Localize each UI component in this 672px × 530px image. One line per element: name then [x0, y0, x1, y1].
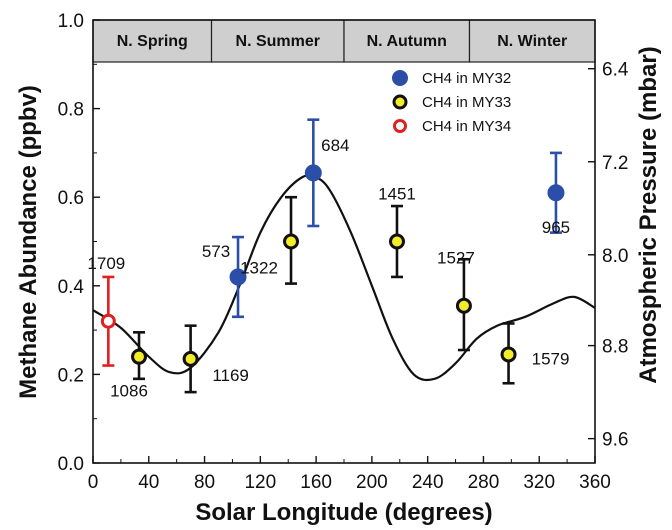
- y-tick-label: 0.0: [58, 454, 84, 475]
- x-axis-title: Solar Longitude (degrees): [195, 499, 492, 526]
- legend-label: CH4 in MY34: [422, 118, 511, 135]
- y-tick-label: 0.8: [58, 100, 84, 121]
- point-label: 573: [202, 242, 230, 261]
- plot-frame: [92, 19, 596, 464]
- point-label: 1086: [110, 382, 148, 401]
- data-point-my32: [229, 268, 247, 286]
- y-tick-label: 0.4: [58, 277, 85, 298]
- point-label: 684: [321, 136, 349, 155]
- legend-label: CH4 in MY32: [422, 70, 511, 87]
- data-point-my33: [283, 233, 300, 250]
- point-label: 1169: [212, 366, 249, 385]
- y-tick-label: 0.2: [58, 365, 84, 386]
- y-tick-label: 1.0: [58, 11, 84, 32]
- data-point-my33: [388, 233, 405, 250]
- x-tick-label: 40: [138, 472, 159, 493]
- y2-tick-label: 8.0: [602, 246, 628, 267]
- season-band: [92, 19, 213, 63]
- x-tick-label: 80: [194, 472, 215, 493]
- season-label: N. Spring: [117, 33, 188, 50]
- x-tick-label: 120: [244, 472, 276, 493]
- season-label: N. Autumn: [367, 33, 447, 50]
- data-point-my33: [131, 348, 148, 365]
- y-axis-title: Methane Abundance (ppbv): [15, 85, 42, 399]
- data-point-my32: [392, 70, 408, 86]
- data-point-my33: [182, 350, 199, 367]
- point-label: 1527: [437, 249, 475, 268]
- data-point-my33: [392, 94, 408, 110]
- y2-axis-title: Atmospheric Pressure (mbar): [635, 46, 662, 383]
- point-label: 1709: [87, 254, 125, 273]
- season-label: N. Winter: [497, 33, 567, 50]
- legend-label: CH4 in MY33: [422, 94, 511, 111]
- x-tick-label: 320: [523, 472, 555, 493]
- x-tick-label: 200: [356, 472, 388, 493]
- x-tick-label: 280: [468, 472, 500, 493]
- x-tick-label: 360: [579, 472, 611, 493]
- data-point-my32: [547, 184, 565, 202]
- season-band: [210, 19, 345, 63]
- y2-tick-label: 6.4: [602, 60, 629, 81]
- data-point-my33: [500, 346, 517, 363]
- data-point-my34: [393, 119, 407, 133]
- x-tick-label: 0: [88, 472, 99, 493]
- point-label: 1579: [532, 349, 570, 368]
- point-label: 1451: [378, 185, 416, 204]
- data-point-my34: [100, 313, 116, 329]
- data-point-my32: [304, 164, 322, 182]
- data-point-my33: [455, 297, 472, 314]
- point-label: 1322: [240, 259, 278, 278]
- season-label: N. Summer: [236, 33, 320, 50]
- point-label: 965: [542, 218, 570, 237]
- x-tick-label: 160: [300, 472, 332, 493]
- x-tick-label: 240: [412, 472, 444, 493]
- y-tick-label: 0.6: [58, 188, 84, 209]
- pressure-curve: [92, 174, 596, 382]
- y2-tick-label: 7.2: [602, 153, 628, 174]
- y2-tick-label: 9.6: [602, 430, 628, 451]
- y2-tick-label: 8.8: [602, 337, 628, 358]
